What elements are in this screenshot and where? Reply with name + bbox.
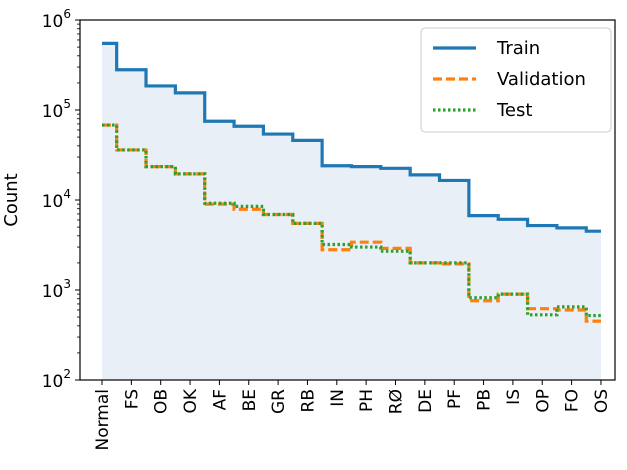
- y-tick-label: 102: [42, 367, 71, 392]
- x-tick-label: PF: [445, 389, 465, 409]
- plot-area: [102, 41, 601, 380]
- series-line-train: [102, 41, 601, 233]
- y-tick-label: 105: [42, 97, 71, 122]
- x-tick-label: PH: [357, 389, 377, 412]
- train-fill-area: [102, 43, 601, 380]
- y-tick-exponent: 3: [63, 277, 71, 291]
- legend: Train Validation Test: [420, 27, 612, 133]
- x-axis: Normal FS OB OK AF BE GR RB IN PH RØ DE PF PB IS OP FO OS: [93, 380, 612, 451]
- x-tick-label: IN: [328, 389, 348, 407]
- y-tick-exponent: 4: [63, 187, 71, 201]
- x-tick-label: FO: [563, 389, 583, 412]
- x-tick-label: IS: [504, 389, 524, 405]
- x-tick-label: BE: [240, 389, 260, 411]
- y-tick-exponent: 2: [63, 367, 71, 381]
- x-tick-label: RØ: [387, 389, 407, 414]
- y-tick-exponent: 5: [63, 97, 71, 111]
- y-tick-label: 106: [42, 7, 71, 32]
- x-tick-label: OB: [152, 389, 172, 414]
- legend-label-train: Train: [496, 38, 540, 59]
- x-tick-label: GR: [269, 389, 289, 414]
- x-tick-label: PB: [475, 389, 495, 411]
- y-tick-exponent: 6: [63, 7, 71, 21]
- legend-label-validation: Validation: [497, 69, 586, 90]
- x-tick-label: OK: [181, 388, 201, 413]
- x-tick-label: FS: [122, 389, 142, 409]
- y-axis-label: Count: [1, 173, 22, 226]
- y-tick-label: 103: [42, 277, 71, 302]
- y-tick-label: 104: [42, 187, 71, 212]
- x-tick-label: AF: [210, 389, 230, 410]
- y-axis: 102 103 104 105 106: [42, 7, 80, 392]
- x-tick-label: DE: [416, 389, 436, 413]
- x-tick-label: RB: [298, 389, 318, 412]
- x-tick-label: OP: [533, 389, 553, 413]
- legend-box: [420, 27, 612, 133]
- legend-label-test: Test: [496, 100, 532, 121]
- x-tick-label: OS: [592, 389, 612, 413]
- x-tick-label: Normal: [93, 389, 113, 451]
